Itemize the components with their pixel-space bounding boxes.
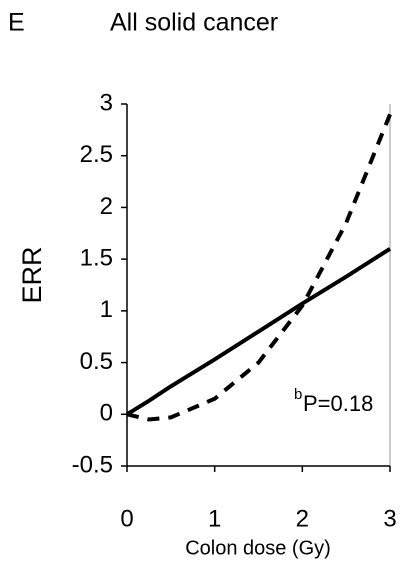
panel-label: E — [8, 9, 25, 37]
y-tick-label: 3 — [100, 89, 113, 116]
line-series — [126, 113, 392, 422]
x-tick-label: 3 — [383, 505, 396, 532]
y-axis-label: ERR — [17, 246, 47, 303]
y-tick-label: 2 — [100, 193, 113, 220]
annotation-superscript: b — [294, 386, 302, 403]
y-tick-label: 0.5 — [80, 348, 113, 375]
line-series — [125, 247, 392, 416]
chart-title: All solid cancer — [110, 9, 278, 37]
y-tick-label: 1.5 — [80, 244, 113, 271]
y-tick-label: 2.5 — [80, 141, 113, 168]
x-axis-label: Colon dose (Gy) — [185, 537, 331, 559]
y-tick-label: 0 — [100, 400, 113, 427]
y-tick-label: -0.5 — [72, 451, 113, 478]
x-tick-label: 2 — [296, 505, 309, 532]
x-tick-label: 0 — [120, 505, 133, 532]
x-tick-label: 1 — [208, 505, 221, 532]
y-tick-label: 1 — [100, 296, 113, 323]
annotation: P=0.18 — [303, 391, 373, 416]
